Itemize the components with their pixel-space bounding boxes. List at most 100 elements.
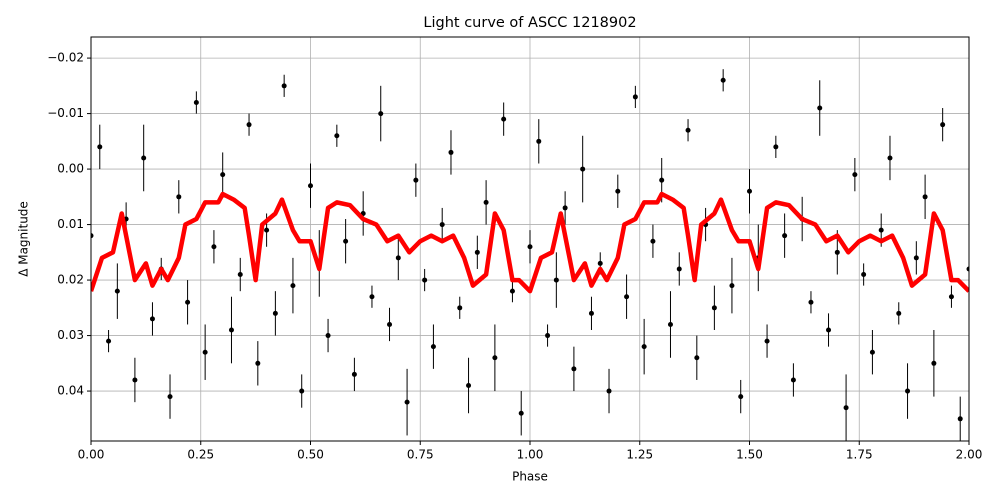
data-point [773,144,779,150]
data-point [834,249,840,255]
data-point [395,255,401,261]
data-point [571,366,577,372]
ticks: 0.00 0.25 0.50 0.75 1.00 1.25 1.50 1.75 2.00 −0.0… [47,51,982,462]
data-point [667,321,673,327]
data-point [606,388,612,394]
data-point [843,405,849,411]
data-point [597,260,603,266]
data-point [492,355,498,361]
data-point [334,133,340,139]
data-point [343,238,349,244]
x-tick-label: 1.50 [736,448,763,462]
data-point [808,299,814,305]
data-point [509,288,515,294]
data-point [387,321,393,327]
data-point [826,327,832,333]
data-point [474,249,480,255]
data-point [913,255,919,261]
data-point [167,394,173,400]
data-point [97,144,103,150]
data-point [264,227,270,233]
data-point [553,277,559,283]
data-point [351,371,357,377]
y-tick-label: 0.03 [57,328,84,342]
data-point [536,138,542,144]
data-point [202,349,208,355]
data-point [501,116,507,122]
data-point [457,305,463,311]
data-point [430,344,436,350]
data-point [861,272,867,278]
data-point [711,305,717,311]
data-point [887,155,893,161]
data-point [106,338,112,344]
y-axis-label: Δ Magnitude [17,201,31,277]
chart-title: Light curve of ASCC 1218902 [423,15,636,31]
data-point [685,127,691,133]
data-point [852,172,858,178]
x-tick-label: 0.25 [187,448,214,462]
data-point [624,294,630,300]
x-tick-label: 1.75 [846,448,873,462]
data-point [211,244,217,250]
data-point [228,327,234,333]
data-point [91,233,94,239]
data-point [948,294,954,300]
data-point [922,194,928,200]
y-tick-label: −0.01 [47,106,84,120]
data-point [782,233,788,239]
y-tick-label: 0.01 [57,217,84,231]
data-point [518,410,524,416]
data-point [641,344,647,350]
plot-area [91,69,969,441]
data-point [149,316,155,322]
data-point [580,166,586,172]
data-point [220,172,226,178]
y-tick-label: 0.02 [57,273,84,287]
data-point [483,199,489,205]
data-point [790,377,796,383]
data-point [694,355,700,361]
data-point [272,310,278,316]
data-point [325,333,331,339]
data-point [308,183,313,189]
data-point [132,377,138,383]
x-tick-label: 1.25 [626,448,653,462]
data-point [299,388,305,394]
data-point [176,194,182,200]
data-point [896,310,902,316]
data-point [764,338,770,344]
data-point [439,222,445,228]
data-point [905,388,911,394]
data-point [817,105,823,111]
x-axis-label: Phase [512,470,548,484]
data-point [588,310,594,316]
data-point [290,283,296,289]
data-point [404,399,410,405]
data-point [185,299,191,305]
data-point [615,188,621,194]
y-tick-label: 0.04 [57,384,84,398]
data-point [237,272,243,278]
data-point [422,277,428,283]
data-point [141,155,147,161]
y-tick-label: −0.02 [47,51,84,65]
data-point [448,149,454,155]
data-point [957,416,963,422]
data-point [650,238,656,244]
data-point [246,122,252,128]
data-point [369,294,375,300]
data-point [878,227,884,233]
data-point [193,99,199,105]
data-point [659,177,665,183]
data-point [378,111,384,117]
data-point [527,244,533,250]
data-point [632,94,638,100]
data-point [413,177,419,183]
data-point [966,266,969,272]
data-point [940,122,946,128]
x-tick-label: 0.75 [407,448,434,462]
data-point [114,288,120,294]
